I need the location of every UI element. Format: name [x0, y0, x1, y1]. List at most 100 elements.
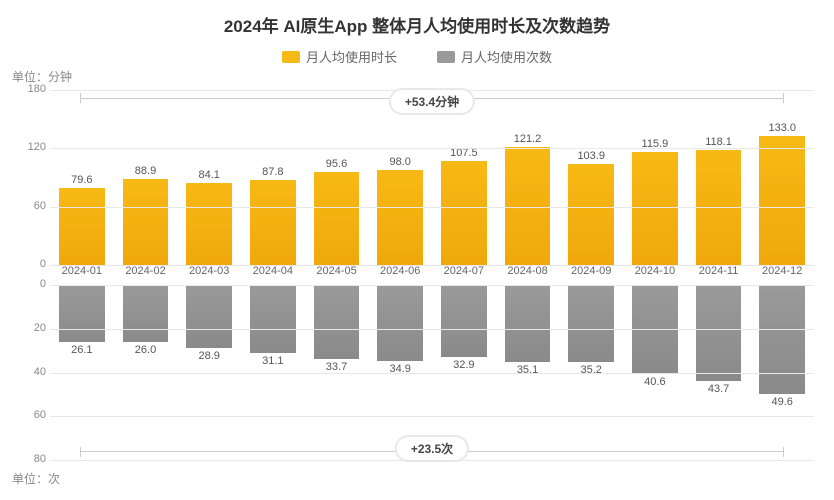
x-tick-label: 2024-05	[305, 265, 369, 285]
count-bar	[568, 285, 614, 362]
bar-value-label: 35.1	[517, 364, 538, 376]
bar-value-label: 35.2	[580, 364, 601, 376]
bar-value-label: 103.9	[577, 150, 605, 162]
gridline	[50, 373, 814, 374]
x-tick-label: 2024-08	[496, 265, 560, 285]
duration-bar	[186, 183, 232, 265]
bar-slot: 35.2	[559, 285, 623, 362]
count-bar	[314, 285, 360, 359]
x-tick-label: 2024-09	[559, 265, 623, 285]
y-tick-label: 0	[12, 258, 46, 270]
unit-bottom-label: 单位：次	[12, 470, 60, 487]
bar-slot: 26.1	[50, 285, 114, 342]
y-tick-label: 120	[12, 141, 46, 153]
x-tick-label: 2024-03	[177, 265, 241, 285]
duration-bar	[123, 179, 169, 265]
gridline	[50, 329, 814, 330]
bar-value-label: 26.1	[71, 344, 92, 356]
bar-value-label: 43.7	[708, 383, 729, 395]
y-tick-label: 180	[12, 83, 46, 95]
bar-slot: 87.8	[241, 180, 305, 265]
x-tick-label: 2024-12	[750, 265, 814, 285]
bar-slot: 33.7	[305, 285, 369, 359]
bar-value-label: 79.6	[71, 174, 92, 186]
duration-bar	[377, 170, 423, 265]
y-tick-label: 40	[12, 366, 46, 378]
bar-value-label: 121.2	[514, 133, 542, 145]
legend-item-count: 月人均使用次数	[437, 47, 552, 66]
y-tick-label: 60	[12, 200, 46, 212]
bottom-annotation: +23.5次	[395, 435, 469, 462]
x-tick-label: 2024-07	[432, 265, 496, 285]
bar-slot: 84.1	[177, 183, 241, 265]
count-bar	[696, 285, 742, 381]
y-tick-label: 0	[12, 278, 46, 290]
bar-slot: 88.9	[114, 179, 178, 265]
bar-slot: 34.9	[368, 285, 432, 361]
duration-bar	[314, 172, 360, 265]
bar-slot: 26.0	[114, 285, 178, 342]
duration-bar	[250, 180, 296, 265]
bar-value-label: 95.6	[326, 158, 347, 170]
gridline	[50, 285, 814, 286]
y-tick-label: 80	[12, 453, 46, 465]
legend-swatch-count	[437, 51, 455, 63]
bar-value-label: 26.0	[135, 344, 156, 356]
x-tick-label: 2024-02	[114, 265, 178, 285]
bar-value-label: 33.7	[326, 361, 347, 373]
bar-value-label: 31.1	[262, 355, 283, 367]
count-bar	[123, 285, 169, 342]
count-bar	[377, 285, 423, 361]
bar-slot: 31.1	[241, 285, 305, 353]
gridline	[50, 148, 814, 149]
legend-swatch-duration	[282, 51, 300, 63]
duration-bar	[568, 164, 614, 265]
bar-slot: 133.0	[750, 136, 814, 265]
bottom-chart: 26.126.028.931.133.734.932.935.135.240.6…	[50, 285, 814, 460]
bar-value-label: 98.0	[389, 156, 410, 168]
gridline	[50, 416, 814, 417]
bar-slot: 103.9	[559, 164, 623, 265]
bar-value-label: 28.9	[198, 350, 219, 362]
top-chart: +53.4分钟 79.688.984.187.895.698.0107.5121…	[50, 90, 814, 265]
bar-value-label: 84.1	[198, 169, 219, 181]
duration-bar	[759, 136, 805, 265]
chart-container: { "title": "2024年 AI原生App 整体月人均使用时长及次数趋势…	[0, 0, 834, 500]
y-tick-label: 20	[12, 322, 46, 334]
bar-slot: 28.9	[177, 285, 241, 348]
top-plot: 79.688.984.187.895.698.0107.5121.2103.91…	[50, 90, 814, 265]
bar-slot: 32.9	[432, 285, 496, 357]
bar-value-label: 87.8	[262, 166, 283, 178]
bar-slot: 49.6	[750, 285, 814, 394]
x-tick-label: 2024-11	[687, 265, 751, 285]
x-tick-label: 2024-06	[368, 265, 432, 285]
legend-label-duration: 月人均使用时长	[306, 47, 397, 66]
count-bar	[59, 285, 105, 342]
x-axis: 2024-012024-022024-032024-042024-052024-…	[50, 265, 814, 285]
bar-slot: 43.7	[687, 285, 751, 381]
bar-value-label: 34.9	[389, 363, 410, 375]
duration-bar	[632, 152, 678, 265]
duration-bar	[441, 161, 487, 266]
bar-slot: 98.0	[368, 170, 432, 265]
bar-slot: 107.5	[432, 161, 496, 266]
bar-slot: 115.9	[623, 152, 687, 265]
bar-value-label: 133.0	[768, 122, 796, 134]
bar-value-label: 88.9	[135, 165, 156, 177]
x-tick-label: 2024-04	[241, 265, 305, 285]
count-bar	[759, 285, 805, 394]
gridline	[50, 207, 814, 208]
bar-value-label: 49.6	[772, 396, 793, 408]
duration-bar	[59, 188, 105, 265]
count-bar	[505, 285, 551, 362]
count-bar	[441, 285, 487, 357]
legend: 月人均使用时长 月人均使用次数	[0, 47, 834, 66]
bar-slot: 79.6	[50, 188, 114, 265]
x-tick-label: 2024-01	[50, 265, 114, 285]
count-bar	[186, 285, 232, 348]
bar-value-label: 118.1	[705, 136, 732, 148]
count-bar	[250, 285, 296, 353]
bar-slot: 95.6	[305, 172, 369, 265]
legend-label-count: 月人均使用次数	[461, 47, 552, 66]
bar-slot: 35.1	[496, 285, 560, 362]
